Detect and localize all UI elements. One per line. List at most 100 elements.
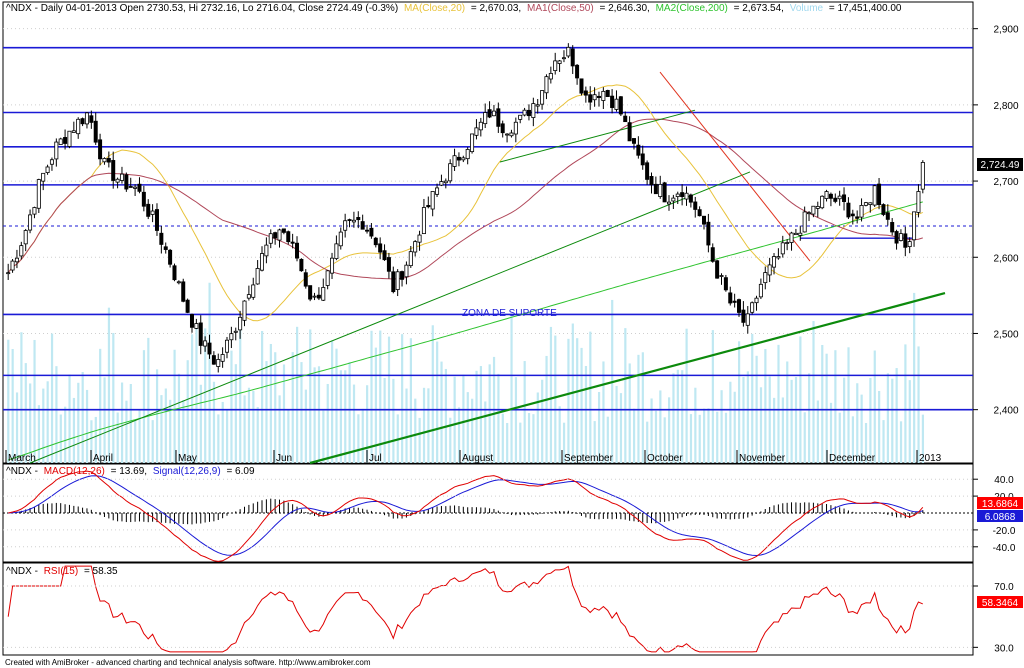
candle-body — [855, 216, 860, 219]
volume-bar — [803, 412, 806, 463]
candle-body — [93, 120, 98, 143]
candle-body — [868, 202, 873, 205]
ma50-line — [7, 118, 923, 280]
signal-value: = 6.09 — [226, 466, 255, 477]
candle-body — [194, 323, 199, 329]
volume-bar — [606, 416, 609, 463]
candle-body — [688, 194, 693, 203]
volume-bar — [716, 411, 719, 463]
candle-body — [430, 191, 435, 210]
candle-body — [653, 183, 658, 195]
candle-body — [172, 265, 177, 281]
candle-body — [246, 294, 251, 299]
volume-bar — [322, 410, 325, 463]
volume-bar — [698, 414, 701, 463]
volume-bar — [199, 384, 202, 463]
candle-body — [54, 141, 59, 160]
candle-body — [614, 98, 619, 110]
candle-body — [426, 205, 431, 208]
candle-body — [872, 185, 877, 206]
volume-bar — [746, 371, 749, 463]
candle-body — [745, 313, 750, 326]
volume-bars — [7, 282, 925, 463]
candle-body — [596, 95, 601, 98]
candle-body — [583, 90, 588, 96]
candle-body — [631, 138, 636, 144]
volume-bar — [15, 392, 19, 463]
candle-body — [308, 285, 313, 300]
volume-bar — [129, 383, 132, 463]
candle-body — [89, 115, 94, 123]
candle-body — [32, 207, 37, 215]
candle-body — [395, 271, 400, 290]
candle-body — [885, 212, 890, 220]
candle-body — [916, 191, 921, 213]
volume-bar — [624, 328, 627, 463]
volume-bar — [519, 422, 522, 463]
last-price-label: 2,724.49 — [981, 160, 1020, 171]
candle-body — [207, 342, 212, 355]
candle-body — [561, 57, 566, 60]
candle-body — [260, 253, 265, 271]
volume-bar — [873, 350, 876, 463]
downtrend-line — [659, 71, 811, 262]
candle-body — [483, 112, 488, 125]
volume-bar — [164, 388, 167, 463]
candle-body — [715, 260, 720, 279]
candle-body — [421, 207, 426, 235]
volume-bar — [348, 361, 351, 463]
candle-body — [920, 162, 925, 190]
candle-body — [675, 193, 680, 197]
volume-bar — [46, 381, 49, 463]
ma200-line — [8, 201, 923, 461]
volume-bar — [860, 394, 863, 463]
candle-body — [513, 121, 518, 135]
volume-bar — [142, 350, 146, 463]
volume-bar — [261, 330, 264, 463]
candle-body — [903, 233, 908, 248]
candle-body — [728, 292, 733, 304]
volume-bar — [379, 330, 382, 463]
volume-bar — [374, 347, 377, 463]
candle-body — [365, 229, 370, 232]
volume-bar — [151, 420, 154, 463]
candle-body — [907, 241, 912, 248]
rsi-tick-label: 30.0 — [994, 643, 1014, 654]
volume-bar — [85, 389, 89, 463]
candle-body — [754, 297, 759, 304]
candle-body — [750, 302, 755, 313]
volume-bar — [37, 405, 41, 463]
candle-body — [461, 157, 466, 161]
candle-body — [111, 160, 116, 181]
rsi-label-bg — [977, 596, 1023, 608]
volume-bar — [497, 373, 500, 463]
volume-bar — [221, 401, 224, 463]
candle-body — [203, 340, 208, 347]
volume-bar — [217, 414, 220, 463]
candle-body — [478, 121, 483, 131]
candle-body — [312, 295, 317, 298]
volume-bar — [899, 421, 903, 463]
volume-bar — [309, 329, 312, 463]
volume-bar — [829, 402, 833, 463]
x-tick-label: May — [178, 453, 197, 464]
volume-value: = 17,451,400.00 — [829, 3, 902, 14]
volume-bar — [738, 341, 741, 463]
candle-body — [98, 139, 103, 160]
volume-bar — [921, 414, 925, 463]
candle-body — [828, 193, 833, 199]
price-header: ^NDX - Daily 04-01-2013 Open 2730.53, Hi… — [6, 3, 902, 14]
volume-bar — [59, 414, 62, 463]
volume-bar — [436, 341, 439, 463]
volume-bar — [541, 379, 544, 463]
volume-bar — [501, 413, 504, 463]
volume-bar — [24, 363, 27, 463]
candle-body — [448, 163, 453, 182]
volume-bar — [449, 417, 452, 463]
candle-body — [456, 156, 461, 161]
volume-bar — [234, 364, 237, 463]
candle-body — [815, 206, 820, 209]
candle-body — [575, 64, 580, 79]
volume-bar — [50, 333, 54, 463]
macd-lines — [8, 470, 924, 562]
